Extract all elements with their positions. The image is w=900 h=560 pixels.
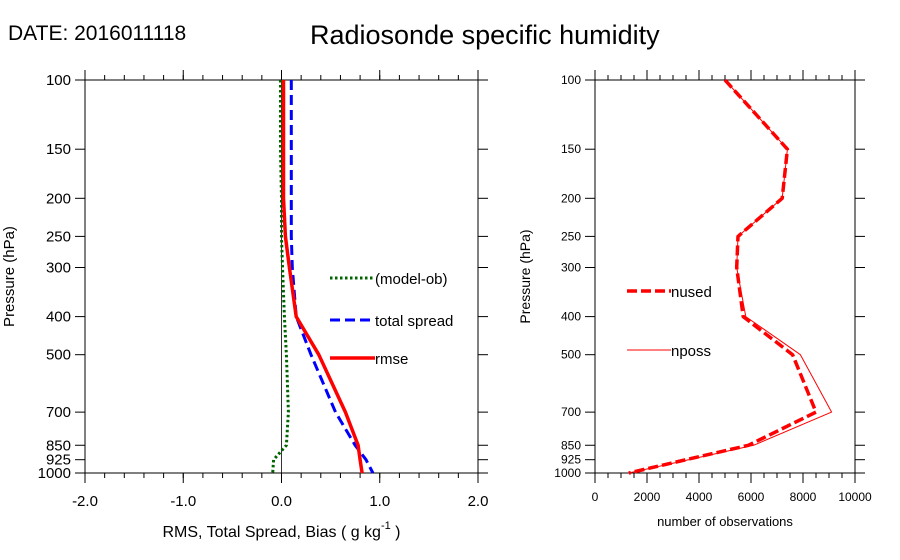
x-tick-label: 0 [592, 490, 599, 504]
y-tick-label: 200 [46, 190, 71, 207]
x-axis-label: number of observations [657, 514, 793, 529]
series-line-modelob [271, 80, 290, 474]
legend-label: nposs [671, 343, 711, 360]
y-tick-label: 1000 [38, 465, 71, 482]
y-tick-label: 250 [561, 229, 581, 243]
legend-label: (model-ob) [375, 271, 448, 288]
y-tick-label: 850 [46, 437, 71, 454]
y-tick-label: 700 [561, 405, 581, 419]
x-tick-label: 10000 [838, 490, 872, 504]
y-tick-label: 500 [46, 347, 71, 364]
y-tick-label: 100 [46, 72, 71, 89]
y-tick-label: 150 [561, 142, 581, 156]
x-tick-label: 2000 [634, 490, 661, 504]
x-tick-label: 8000 [790, 490, 817, 504]
legend-label: total spread [375, 313, 453, 330]
y-tick-label: 925 [46, 452, 71, 469]
x-tick-label: 6000 [738, 490, 765, 504]
x-tick-label: 2.0 [468, 493, 489, 510]
y-tick-label: 100 [561, 73, 581, 87]
y-tick-label: 700 [46, 404, 71, 421]
y-axis-label: Pressure (hPa) [517, 229, 533, 323]
y-tick-label: 500 [561, 348, 581, 362]
y-tick-label: 300 [46, 260, 71, 277]
y-tick-label: 850 [561, 438, 581, 452]
date-label: DATE: 2016011118 [8, 22, 187, 45]
chart-title: Radiosonde specific humidity [310, 20, 660, 50]
y-tick-label: 925 [561, 453, 581, 467]
y-tick-label: 250 [46, 228, 71, 245]
legend-label: rmse [375, 351, 408, 368]
y-axis-label: Pressure (hPa) [1, 226, 18, 327]
plot-frame [594, 79, 856, 474]
y-tick-label: 1000 [554, 466, 581, 480]
y-tick-label: 400 [561, 310, 581, 324]
y-tick-label: 400 [46, 309, 71, 326]
series-line-rmse [281, 80, 364, 474]
x-tick-label: 4000 [686, 490, 713, 504]
x-axis-label: RMS, Total Spread, Bias ( g kg-1 ) [162, 520, 400, 541]
x-tick-label: -1.0 [170, 493, 196, 510]
series-line-nposs [628, 79, 833, 474]
y-tick-label: 150 [46, 141, 71, 158]
legend-label: nused [671, 284, 712, 301]
x-tick-label: -2.0 [72, 493, 98, 510]
x-tick-label: 0.0 [271, 493, 292, 510]
y-tick-label: 200 [561, 191, 581, 205]
x-tick-label: 1.0 [369, 493, 390, 510]
series-line-nused [628, 78, 818, 475]
y-tick-label: 300 [561, 261, 581, 275]
